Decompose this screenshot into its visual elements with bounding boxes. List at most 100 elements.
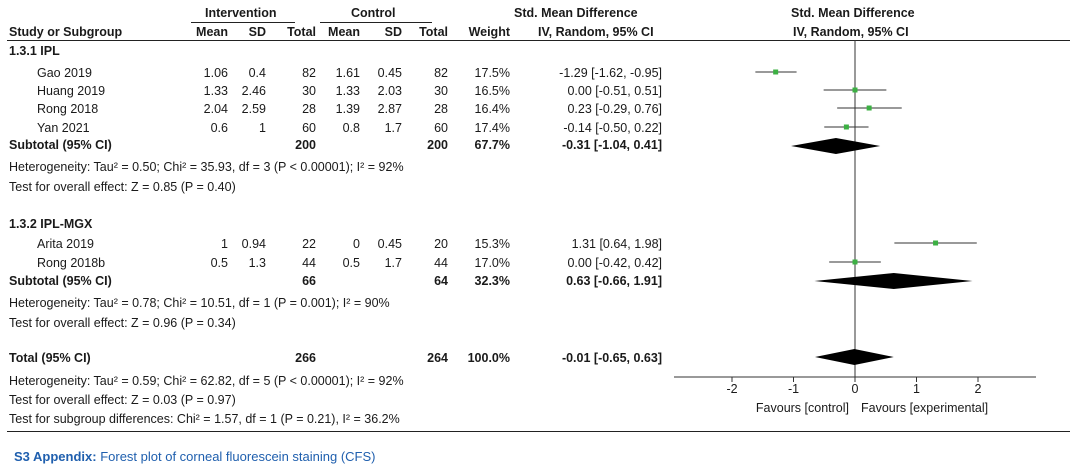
c-total: 28	[434, 102, 448, 116]
header-c-sd: SD	[384, 25, 402, 39]
caption-text: Forest plot of corneal fluorescein stain…	[96, 449, 376, 464]
study-name: Rong 2018b	[37, 256, 106, 270]
i-mean: 1.06	[203, 66, 228, 80]
x-label-left: Favours [control]	[756, 401, 849, 415]
tick-label: -1	[788, 382, 799, 396]
bottom-rule	[7, 431, 1070, 432]
weight: 17.0%	[474, 256, 510, 270]
subtotal-label: Subtotal (95% CI)	[9, 274, 112, 288]
study-marker	[852, 259, 858, 265]
subtotal-ci: 0.63 [-0.66, 1.91]	[566, 274, 662, 288]
x-label-right: Favours [experimental]	[861, 401, 988, 415]
i-mean: 1	[221, 237, 228, 251]
header-underline-control	[320, 22, 432, 23]
weight: 16.5%	[474, 84, 510, 98]
heterogeneity-text: Heterogeneity: Tau² = 0.59; Chi² = 62.82…	[9, 374, 404, 388]
i-sd: 2.59	[241, 102, 266, 116]
effect-ci: 0.23 [-0.29, 0.76]	[567, 102, 662, 116]
study-name: Gao 2019	[37, 66, 92, 80]
total-i-total: 266	[295, 351, 316, 365]
effect-ci: 0.00 [-0.42, 0.42]	[567, 256, 662, 270]
summary-diamond	[814, 273, 973, 289]
subgroup-title: 1.3.1 IPL	[9, 44, 60, 58]
c-mean: 0	[353, 237, 360, 251]
i-sd: 0.94	[241, 237, 266, 251]
figure-caption: S3 Appendix: Forest plot of corneal fluo…	[14, 449, 376, 464]
i-sd: 2.46	[241, 84, 266, 98]
heterogeneity-text: Heterogeneity: Tau² = 0.50; Chi² = 35.93…	[9, 160, 404, 174]
c-sd: 0.45	[377, 237, 402, 251]
header-method-right: IV, Random, 95% CI	[793, 25, 909, 39]
subtotal-i-total: 200	[295, 138, 316, 152]
c-sd: 1.7	[384, 256, 402, 270]
i-sd: 1	[259, 121, 266, 135]
overall-effect-text: Test for overall effect: Z = 0.96 (P = 0…	[9, 316, 236, 330]
total-ci: -0.01 [-0.65, 0.63]	[561, 351, 662, 365]
header-weight: Weight	[468, 25, 510, 39]
i-mean: 0.6	[210, 121, 228, 135]
c-total: 30	[434, 84, 448, 98]
i-mean: 1.33	[203, 84, 228, 98]
i-sd: 0.4	[248, 66, 266, 80]
header-i-total: Total	[287, 25, 316, 39]
c-total: 82	[434, 66, 448, 80]
tick-label: -2	[726, 382, 737, 396]
subgroup-title: 1.3.2 IPL-MGX	[9, 217, 93, 231]
forest-plot: -2 -1 0 1 2 Favours [control] Favours [experim…	[674, 40, 1036, 415]
i-total: 28	[302, 102, 316, 116]
header-method-left: IV, Random, 95% CI	[538, 25, 654, 39]
study-name: Huang 2019	[37, 84, 106, 98]
subtotal-weight: 67.7%	[474, 138, 510, 152]
weight: 16.4%	[474, 102, 510, 116]
i-total: 82	[302, 66, 316, 80]
study-marker	[866, 105, 872, 111]
subtotal-label: Subtotal (95% CI)	[9, 138, 112, 152]
caption-label: S3 Appendix:	[14, 449, 97, 464]
c-mean: 1.39	[335, 102, 360, 116]
total-c-total: 264	[427, 351, 448, 365]
subtotal-weight: 32.3%	[474, 274, 510, 288]
header-intervention: Intervention	[205, 6, 277, 20]
summary-diamond	[815, 349, 894, 365]
study-marker	[773, 69, 779, 75]
i-total: 22	[302, 237, 316, 251]
c-mean: 0.5	[342, 256, 360, 270]
heterogeneity-text: Heterogeneity: Tau² = 0.78; Chi² = 10.51…	[9, 296, 390, 310]
subtotal-ci: -0.31 [-1.04, 0.41]	[561, 138, 662, 152]
i-mean: 0.5	[210, 256, 228, 270]
c-total: 60	[434, 121, 448, 135]
header-rule	[7, 40, 1070, 41]
c-mean: 1.61	[335, 66, 360, 80]
i-mean: 2.04	[203, 102, 228, 116]
header-i-mean: Mean	[196, 25, 228, 39]
summary-diamond	[791, 138, 881, 154]
weight: 17.5%	[474, 66, 510, 80]
i-total: 60	[302, 121, 316, 135]
i-total: 44	[302, 256, 316, 270]
total-label: Total (95% CI)	[9, 351, 91, 365]
tick-label: 2	[975, 382, 982, 396]
c-total: 20	[434, 237, 448, 251]
tick-label: 0	[852, 382, 859, 396]
i-sd: 1.3	[248, 256, 266, 270]
subtotal-c-total: 200	[427, 138, 448, 152]
overall-effect-text: Test for overall effect: Z = 0.85 (P = 0…	[9, 180, 236, 194]
weight: 15.3%	[474, 237, 510, 251]
header-smd-left: Std. Mean Difference	[514, 6, 638, 20]
total-weight: 100.0%	[467, 351, 510, 365]
header-c-total: Total	[419, 25, 448, 39]
c-sd: 0.45	[377, 66, 402, 80]
effect-ci: 0.00 [-0.51, 0.51]	[567, 84, 662, 98]
subtotal-c-total: 64	[434, 274, 448, 288]
i-total: 30	[302, 84, 316, 98]
effect-ci: 1.31 [0.64, 1.98]	[571, 237, 662, 251]
overall-effect-text: Test for overall effect: Z = 0.03 (P = 0…	[9, 393, 236, 407]
c-sd: 1.7	[384, 121, 402, 135]
header-i-sd: SD	[248, 25, 266, 39]
study-marker	[933, 240, 939, 246]
c-sd: 2.87	[377, 102, 402, 116]
tick-label: 1	[913, 382, 920, 396]
header-study: Study or Subgroup	[9, 25, 123, 39]
subgroup-difference-text: Test for subgroup differences: Chi² = 1.…	[9, 412, 400, 426]
study-name: Rong 2018	[37, 102, 99, 116]
